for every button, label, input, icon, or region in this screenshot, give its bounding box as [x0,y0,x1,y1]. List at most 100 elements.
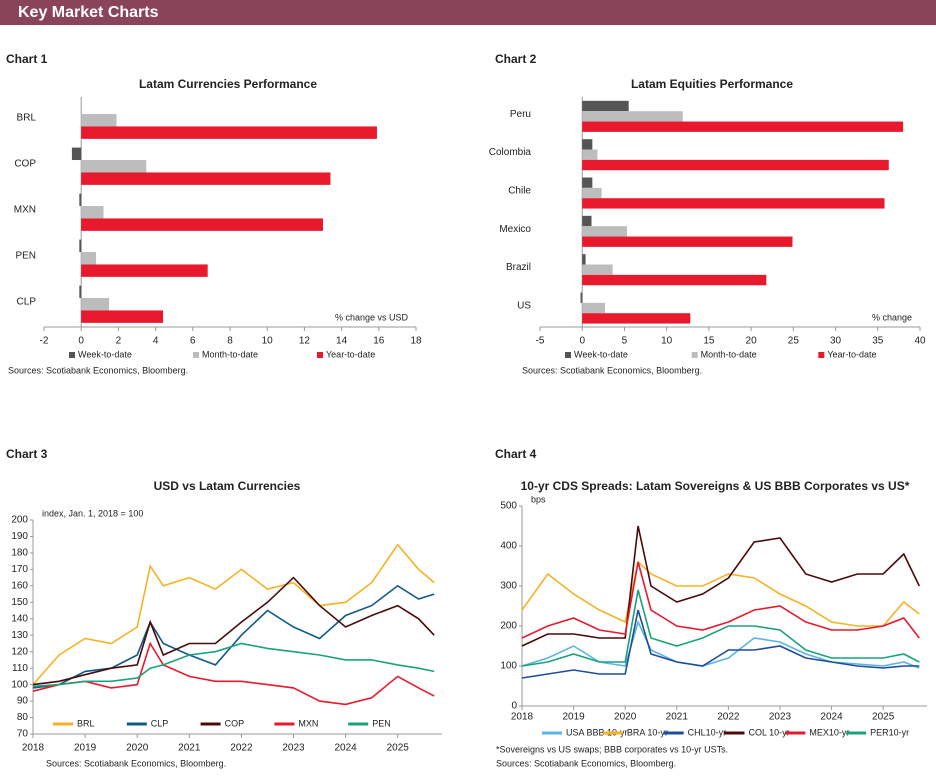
annotation: % change vs USD [335,312,409,322]
y-tick-label: 180 [11,548,28,559]
bar [81,298,110,311]
x-tick-label: -2 [40,336,49,347]
bar [81,172,331,185]
x-tick-label: 2025 [387,743,410,754]
category-label: COP [14,158,36,169]
legend-label: Week-to-date [78,349,132,359]
legend-label: BRL [77,718,95,728]
bar [582,264,613,275]
series-line [32,642,435,688]
y-tick-label: 200 [11,515,28,526]
x-tick-label: 10 [661,336,673,347]
header-bar [0,0,936,25]
sources: Sources: Scotiabank Economics, Bloomberg… [8,365,188,375]
y-tick-label: 100 [500,661,517,672]
y-tick-label: 100 [11,679,28,690]
bar [582,226,627,237]
legend-label: COP [225,718,245,728]
category-label: US [517,301,531,312]
bar [582,236,793,247]
x-tick-label: 2025 [872,712,895,723]
x-tick-label: 25 [788,336,800,347]
bar [582,187,602,199]
series-line [521,589,920,667]
category-label: CLP [17,296,37,307]
legend-label: Month-to-date [701,349,757,359]
bar [81,252,97,265]
x-tick-label: 4 [153,336,159,347]
category-label: PEN [15,250,36,261]
bar [71,147,82,161]
y-tick-label: 190 [11,531,28,542]
series-line [521,560,920,627]
chart-label: Chart 2 [495,52,537,66]
legend-label: USA BBB 10-yr [566,727,628,737]
y-tick-label: 500 [500,501,517,512]
legend-swatch [317,352,323,358]
bar [582,111,683,122]
series-line [32,576,435,686]
y-tick-label: 110 [12,663,28,674]
legend-swatch [691,352,698,358]
footnote: *Sovereigns vs US swaps; BBB corporates … [496,744,728,754]
x-tick-label: 2022 [717,712,740,723]
x-tick-label: 2018 [22,743,45,754]
bar [582,215,592,227]
bar [79,285,82,299]
y-tick-label: 90 [17,696,29,707]
x-tick-label: 2024 [334,743,357,754]
chart-label: Chart 3 [6,447,48,461]
legend-label: CLP [151,718,169,728]
y-tick-label: 80 [17,712,29,723]
category-label: Mexico [499,224,531,235]
legend-label: Month-to-date [202,349,258,359]
chart-title: USD vs Latam Currencies [154,479,301,493]
x-tick-label: 2024 [820,712,843,723]
legend-label: PER10-yr [870,727,909,737]
category-label: Peru [510,109,531,120]
bar [582,149,598,160]
bar [81,310,164,323]
sources: Sources: Scotiabank Economics, Bloomberg… [522,365,702,375]
x-tick-label: 15 [703,336,715,347]
x-tick-label: 10 [262,336,274,347]
series-line [521,525,921,647]
x-tick-label: 30 [830,336,842,347]
x-tick-label: 35 [872,336,884,347]
y-tick-label: 120 [11,646,28,657]
y-tick-label: 70 [17,729,29,740]
legend-swatch [69,352,75,358]
legend-label: MXN [298,718,318,728]
x-tick-label: 40 [914,336,926,347]
x-tick-label: 0 [78,336,84,347]
legend-swatch [565,352,571,358]
y-tick-label: 300 [500,581,517,592]
legend-label: MEX10-yr [809,727,849,737]
x-tick-label: 2020 [126,743,149,754]
series-line [32,543,435,686]
y-tick-label: 0 [511,701,517,712]
x-tick-label: 0 [579,336,585,347]
legend-label: PEN [372,718,391,728]
series-line [32,641,435,706]
category-label: MXN [14,204,36,215]
x-tick-label: 12 [299,336,311,347]
series-line [521,561,920,639]
legend-label: Week-to-date [574,349,628,359]
legend-label: COL 10-yr [749,727,790,737]
category-label: Colombia [489,147,532,158]
category-label: Brazil [506,262,531,273]
category-label: Chile [508,186,531,197]
annotation: % change [872,312,912,322]
bar [582,274,767,286]
x-tick-label: 14 [336,336,348,347]
x-tick-label: 2019 [74,743,97,754]
bar [582,254,586,265]
bar [81,206,104,219]
legend-label: BRA 10-yr [627,727,668,737]
legend-swatch [193,352,199,358]
x-tick-label: 18 [410,336,422,347]
series-line [521,609,920,679]
annotation: bps [531,494,546,504]
